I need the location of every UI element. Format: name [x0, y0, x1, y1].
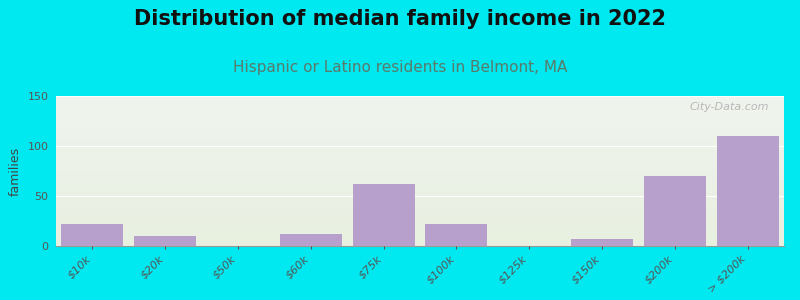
Bar	[62, 224, 123, 246]
Bar	[353, 184, 414, 246]
Bar	[134, 236, 196, 246]
Text: Distribution of median family income in 2022: Distribution of median family income in …	[134, 9, 666, 29]
Text: Hispanic or Latino residents in Belmont, MA: Hispanic or Latino residents in Belmont,…	[233, 60, 567, 75]
Y-axis label: families: families	[9, 146, 22, 196]
Bar	[426, 224, 487, 246]
Bar	[280, 234, 342, 246]
Text: City-Data.com: City-Data.com	[690, 102, 770, 112]
Bar	[717, 136, 778, 246]
Bar	[571, 239, 633, 246]
Bar	[644, 176, 706, 246]
